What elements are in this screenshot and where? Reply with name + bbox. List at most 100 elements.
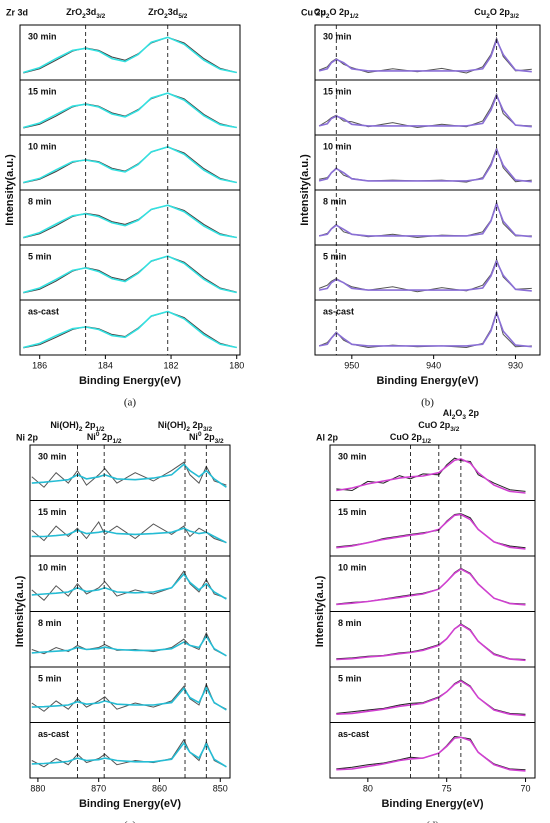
spectrum-line [23,255,237,294]
x-tick-label: 870 [91,783,106,793]
element-label: Al 2p [316,432,339,442]
spectrum-line [318,200,532,239]
peak-label: Ni0 2p3/2 [189,431,224,445]
spectrum-line [336,679,526,715]
peak-label: CuO 2p1/2 [390,432,431,445]
row-frame [29,722,231,779]
row-label: 5 min [38,673,62,683]
row-label: 10 min [338,562,367,572]
spectrum-line [31,461,227,488]
peak-label-part: 3/2 [510,13,519,20]
spectrum-line [23,310,237,349]
spectrum-line [23,92,237,129]
peak-label-part: 1/2 [350,13,359,20]
peak-label-part: 2p [202,432,216,442]
x-tick-label: 180 [229,360,244,370]
peak-label-part: ZrO [66,7,82,17]
peak-label-part: 2 [82,13,86,20]
peak-label-part: 2p [190,420,204,430]
row-label: 15 min [38,507,67,517]
spectrum-line [336,513,526,550]
x-axis-title: Binding Energy(eV) [376,375,478,387]
row-frame [314,244,541,301]
panel-caption: (a) [124,397,137,409]
peak-label: Cu2O 2p3/2 [474,7,519,20]
peak-label-part: 1/2 [112,438,121,445]
y-axis-title: Intensity(a.u.) [14,575,26,647]
x-axis-title: Binding Energy(eV) [79,798,181,810]
peak-label-part: 2 [164,13,168,20]
peak-label-part: 0 [198,431,202,438]
peak-label-part: 3/2 [450,426,459,433]
peak-label-part: CuO 2p [390,432,423,442]
peak-label-part: 3/2 [215,438,224,445]
x-tick-label: 184 [98,360,113,370]
peak-label-part: 2p [82,420,96,430]
spectrum-line [23,36,237,74]
peak-label-part: Al [443,408,452,418]
spectrum-line [31,634,227,657]
spectrum-line [31,741,227,768]
peak-label: ZrO23d5/2 [148,7,188,20]
x-tick-label: 80 [363,783,373,793]
peak-label-part: 3d [86,7,97,17]
row-label: 15 min [28,86,57,96]
row-frame [19,244,241,301]
x-axis-title: Binding Energy(eV) [381,798,483,810]
element-label: Zr 3d [6,7,28,17]
x-tick-label: 70 [521,783,531,793]
spectrum-line [318,146,532,183]
spectrum-line [336,736,526,772]
spectrum-line [336,623,526,660]
peak-label-part: 1/2 [95,426,104,433]
row-label: 5 min [323,251,347,261]
row-label: as-cast [38,729,69,739]
spectrum-line [31,631,227,657]
x-tick-label: 880 [30,783,45,793]
spectrum-line [318,92,532,129]
row-label: 30 min [28,31,57,41]
peak-label: Al2O3 2p [443,408,480,421]
row-frame [329,722,536,779]
row-label: 5 min [338,673,362,683]
row-label: 8 min [28,196,52,206]
peak-label-part: 3/2 [203,426,212,433]
peak-label-part: 2p [466,408,480,418]
spectrum-line [336,568,526,606]
row-label: as-cast [338,729,369,739]
peak-label-part: 2 [452,414,456,421]
row-label: 10 min [323,141,352,151]
row-label: 8 min [338,618,362,628]
row-label: 30 min [323,31,352,41]
row-label: 5 min [28,251,52,261]
x-tick-label: 950 [344,360,359,370]
peak-label: ZrO23d3/2 [66,7,106,20]
peak-label-part: CuO 2p [418,420,451,430]
panel-caption: (b) [421,397,434,409]
y-axis-title: Intensity(a.u.) [314,575,326,647]
panel-caption: (d) [426,820,439,823]
peak-label-part: Ni(OH) [158,420,187,430]
row-label: 10 min [38,562,67,572]
peak-label-part: Ni [189,432,198,442]
peak-label-part: O [455,408,462,418]
peak-label: Cu2O 2p1/2 [314,7,359,20]
peak-label-part: Ni(OH) [50,420,79,430]
peak-label-part: Ni [87,432,96,442]
spectrum-line [31,570,227,602]
peak-label-part: O 2p [490,7,511,17]
peak-label-part: 3/2 [96,13,105,20]
x-tick-label: 930 [508,360,523,370]
spectrum-line [318,309,532,349]
spectrum-line [318,147,532,183]
spectrum-line [31,463,227,488]
spectrum-line [336,680,526,717]
y-axis-title: Intensity(a.u.) [299,154,311,226]
peak-label-part: O 2p [330,7,351,17]
panel-caption: (c) [124,820,137,823]
spectrum-line [23,255,237,294]
spectrum-line [23,146,237,184]
spectrum-line [31,572,227,600]
spectrum-line [318,37,532,73]
